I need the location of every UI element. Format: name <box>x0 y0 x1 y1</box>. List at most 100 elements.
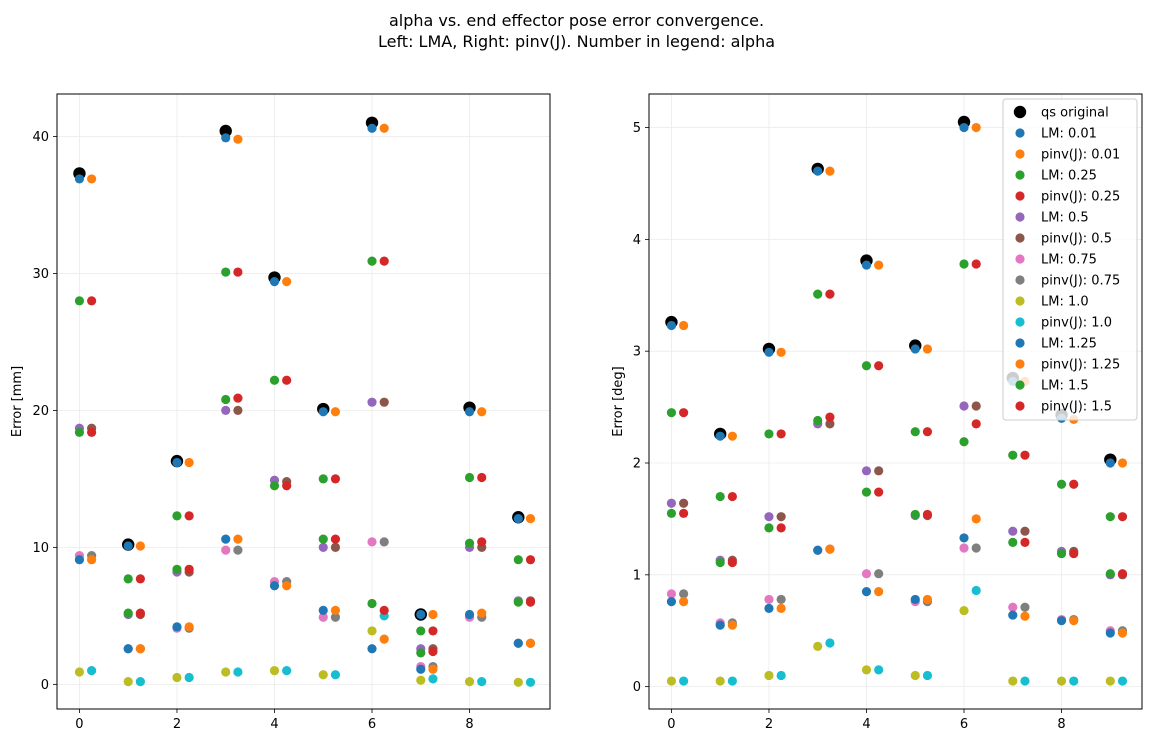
legend-marker-lm-0-5 <box>1015 212 1025 222</box>
y-tick-label: 3 <box>633 345 641 360</box>
point-lm-1-0 <box>1056 676 1067 686</box>
x-tick-label: 8 <box>465 717 473 732</box>
point-pinv-j-0-25 <box>1117 512 1128 522</box>
point-pinv-j-1-0 <box>87 666 97 676</box>
point-pinv-j-0-25 <box>1020 450 1030 460</box>
point-lm-0-25 <box>464 472 475 483</box>
point-pinv-j-0-25 <box>922 427 933 437</box>
point-pinv-j-0-25 <box>679 408 689 418</box>
legend-marker-qs-original <box>1013 105 1027 119</box>
point-lm-1-5 <box>318 534 328 544</box>
point-lm-1-25 <box>172 622 182 632</box>
point-pinv-j-0-01 <box>477 407 487 417</box>
point-lm-0-25 <box>367 256 377 266</box>
point-lm-0-25 <box>172 511 182 521</box>
point-lm-1-25 <box>666 597 677 607</box>
point-lm-1-0 <box>1008 676 1018 686</box>
point-pinv-j-1-0 <box>477 677 487 687</box>
point-pinv-j-1-5 <box>477 537 487 547</box>
point-lm-0-5 <box>861 466 872 476</box>
point-lm-1-5 <box>813 415 823 426</box>
point-pinv-j-1-0 <box>1069 676 1079 686</box>
point-pinv-j-0-01 <box>971 122 981 133</box>
point-pinv-j-0-01 <box>282 277 292 287</box>
point-lm-0-01 <box>464 407 475 417</box>
point-pinv-j-1-5 <box>679 508 689 518</box>
point-lm-1-5 <box>1105 569 1115 579</box>
point-pinv-j-0-01 <box>922 344 933 354</box>
point-pinv-j-1-0 <box>971 585 981 596</box>
legend-label-lm-0-75: LM: 0.75 <box>1041 253 1097 268</box>
point-pinv-j-0-25 <box>330 474 341 484</box>
axes-frame <box>56 93 551 710</box>
point-lm-1-0 <box>269 666 280 676</box>
point-pinv-j-0-25 <box>87 296 97 306</box>
legend-marker-pinv-j-0-75 <box>1015 275 1025 285</box>
legend-label-pinv-j-1-5: pinv(J): 1.5 <box>1041 400 1112 415</box>
point-lm-1-25 <box>221 534 231 544</box>
point-lm-1-5 <box>416 648 426 658</box>
point-pinv-j-0-5 <box>1020 526 1030 536</box>
point-pinv-j-1-5 <box>330 534 341 544</box>
point-lm-0-25 <box>813 289 823 299</box>
point-lm-0-5 <box>959 401 969 411</box>
point-pinv-j-1-0 <box>825 638 835 648</box>
point-pinv-j-0-25 <box>874 361 884 371</box>
point-pinv-j-0-01 <box>135 541 145 551</box>
point-pinv-j-1-25 <box>971 514 981 524</box>
point-pinv-j-1-25 <box>184 622 194 632</box>
point-lm-0-01 <box>813 166 823 176</box>
left-panel-lma: 0 2 4 6 8 0 10 20 30 40 Error [mm] <box>10 93 551 732</box>
point-pinv-j-0-25 <box>135 574 145 584</box>
point-pinv-j-1-25 <box>87 555 97 565</box>
point-lm-1-5 <box>910 509 920 520</box>
point-lm-1-0 <box>367 626 377 636</box>
point-pinv-j-0-75 <box>971 543 981 553</box>
point-lm-0-25 <box>910 427 920 437</box>
point-pinv-j-0-5 <box>330 542 341 552</box>
x-tick-label: 2 <box>173 717 181 732</box>
point-lm-1-25 <box>764 603 774 613</box>
point-pinv-j-1-5 <box>727 557 737 568</box>
point-lm-1-0 <box>416 675 426 685</box>
point-lm-0-25 <box>269 375 280 385</box>
legend-label-lm-0-25: LM: 0.25 <box>1041 169 1097 184</box>
point-lm-1-5 <box>1056 548 1067 559</box>
point-lm-1-25 <box>1056 616 1067 626</box>
point-pinv-j-0-75 <box>330 612 341 622</box>
point-pinv-j-0-25 <box>184 511 194 521</box>
y-tick-label: 1 <box>633 568 641 583</box>
point-lm-1-5 <box>123 608 133 618</box>
point-pinv-j-0-01 <box>776 347 786 357</box>
y-tick-label: 0 <box>633 680 641 695</box>
point-pinv-j-0-75 <box>379 537 389 547</box>
legend-label-lm-1-0: LM: 1.0 <box>1041 295 1089 310</box>
point-pinv-j-1-5 <box>184 564 194 574</box>
point-pinv-j-0-01 <box>428 609 438 620</box>
point-pinv-j-1-0 <box>135 677 145 687</box>
point-lm-0-01 <box>221 133 231 143</box>
point-pinv-j-0-01 <box>874 260 884 270</box>
legend-label-pinv-j-0-75: pinv(J): 0.75 <box>1041 274 1120 289</box>
point-lm-1-0 <box>715 676 725 686</box>
point-lm-1-25 <box>1008 610 1018 620</box>
point-lm-1-0 <box>123 677 133 687</box>
data-points <box>665 115 1128 686</box>
x-tick-label: 4 <box>270 717 278 732</box>
point-lm-0-01 <box>416 609 426 620</box>
point-pinv-j-1-25 <box>1117 628 1128 638</box>
point-pinv-j-0-25 <box>727 491 737 502</box>
point-pinv-j-1-0 <box>233 667 243 677</box>
point-lm-1-0 <box>464 677 475 687</box>
point-pinv-j-1-25 <box>282 581 292 591</box>
x-tick-label: 4 <box>862 717 870 732</box>
point-pinv-j-1-0 <box>922 670 933 681</box>
point-pinv-j-1-25 <box>477 608 487 618</box>
point-lm-0-01 <box>666 320 677 331</box>
legend-label-lm-0-5: LM: 0.5 <box>1041 211 1089 226</box>
point-pinv-j-0-75 <box>776 594 786 605</box>
point-lm-0-25 <box>715 491 725 502</box>
point-pinv-j-1-25 <box>525 638 536 648</box>
point-qs-original <box>219 124 232 138</box>
point-lm-0-25 <box>1008 450 1018 460</box>
